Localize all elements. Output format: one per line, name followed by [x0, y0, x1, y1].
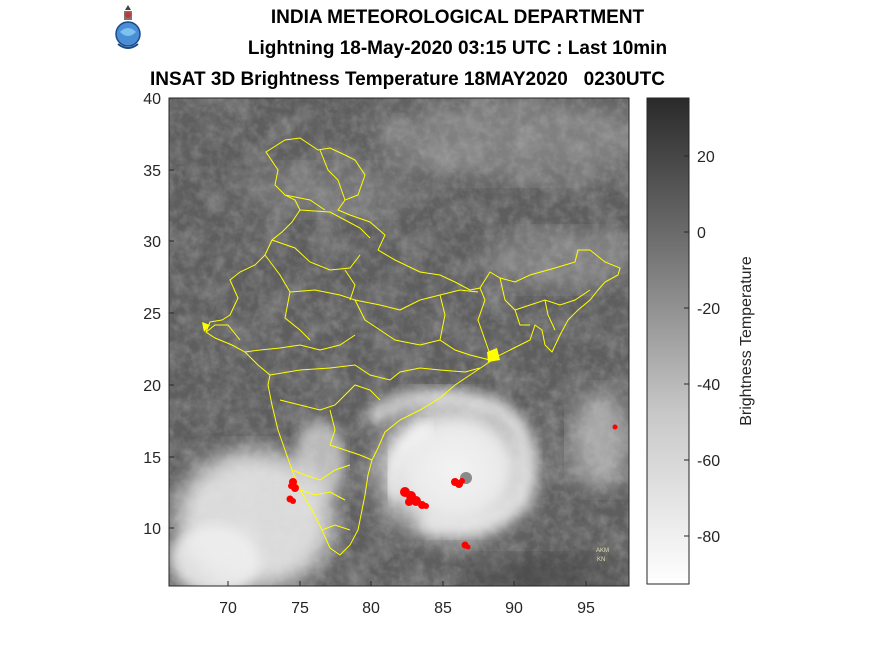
satellite-imagery	[169, 98, 629, 586]
y-tick-label: 40	[143, 91, 161, 108]
india-boundaries	[205, 137, 621, 556]
title-line-2: Lightning 18-May-2020 03:15 UTC : Last 1…	[247, 38, 668, 59]
colorbar-gradient	[646, 97, 690, 585]
x-tick-label: 95	[577, 600, 595, 617]
watermark-line-2: KN	[597, 557, 605, 563]
lightning-strikes	[286, 424, 618, 550]
x-tick-label: 70	[219, 600, 237, 617]
watermark-line-1: AKM	[596, 548, 609, 554]
y-axis: 40 35 30 25 20 15 10	[143, 91, 174, 538]
map-frame	[168, 97, 630, 587]
colorbar-tick-label: 20	[697, 149, 715, 166]
x-tick-label: 75	[291, 600, 309, 617]
colorbar-title: Brightness Temperature	[738, 256, 755, 426]
x-axis: 70 75 80 85 90 95	[219, 581, 595, 617]
y-tick-label: 35	[143, 163, 161, 180]
y-tick-label: 15	[143, 450, 161, 467]
title-line-3: INSAT 3D Brightness Temperature 18MAY202…	[150, 69, 665, 90]
colorbar-tick-label: -20	[697, 301, 720, 318]
x-tick-label: 90	[505, 600, 523, 617]
y-tick-label: 25	[143, 306, 161, 323]
y-tick-label: 30	[143, 234, 161, 251]
y-tick-label: 10	[143, 521, 161, 538]
x-tick-label: 80	[362, 600, 380, 617]
title-line-1: INDIA METEOROLOGICAL DEPARTMENT	[270, 7, 645, 28]
x-tick-label: 85	[434, 600, 452, 617]
colorbar-tick-label: -40	[697, 377, 720, 394]
sundarbans-marker	[487, 348, 500, 362]
colorbar-tick-label: -60	[697, 453, 720, 470]
imd-emblem-logo	[115, 5, 141, 49]
colorbar-tick-label: -80	[697, 529, 720, 546]
colorbar-tick-label: 0	[697, 225, 706, 242]
colorbar: 20 0 -20 -40 -60 -80 Brightness Temperat…	[646, 97, 755, 585]
gujarat-coast-marker	[202, 322, 210, 332]
y-tick-label: 20	[143, 378, 161, 395]
